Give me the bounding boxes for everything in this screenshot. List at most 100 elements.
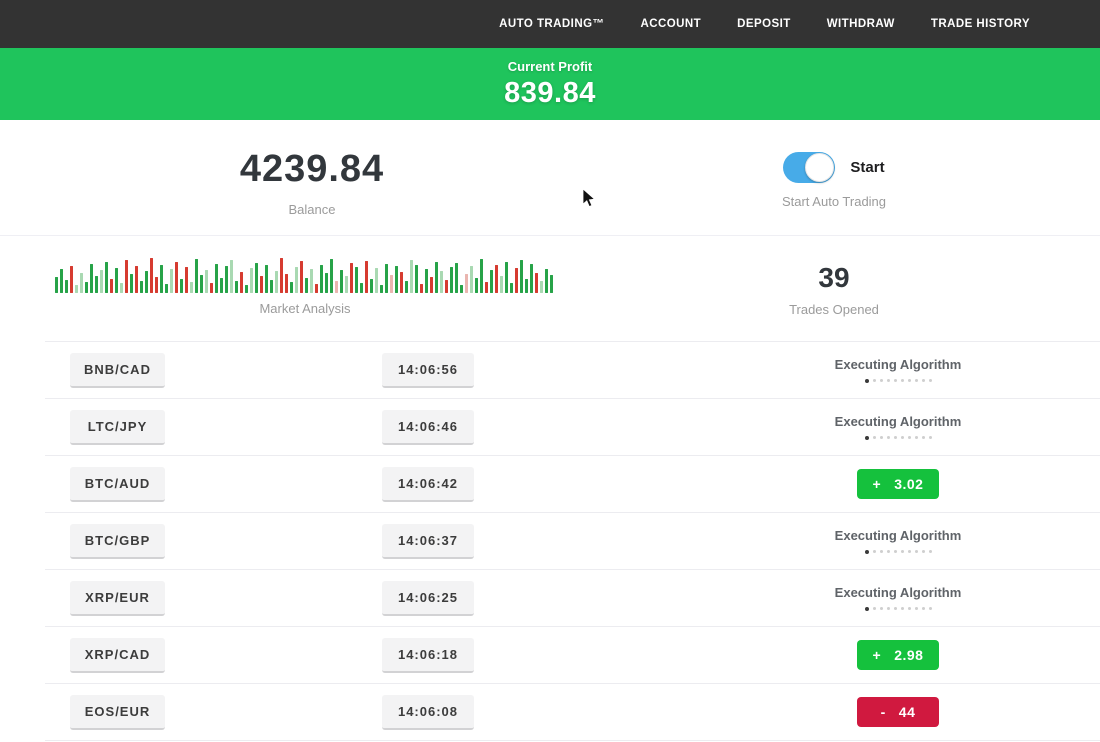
progress-dot — [893, 436, 897, 440]
badge-amount: 44 — [898, 704, 916, 720]
market-bar — [310, 269, 313, 293]
market-bar — [415, 265, 418, 293]
toggle-knob — [805, 153, 835, 182]
current-profit-banner: Current Profit 839.84 — [0, 48, 1100, 120]
start-toggle-label: Start — [850, 159, 885, 176]
market-bar — [135, 266, 138, 293]
progress-dot — [893, 607, 897, 611]
market-bar — [450, 267, 453, 293]
market-bar — [175, 262, 178, 293]
market-bar — [405, 281, 408, 293]
trade-row: BNB/CAD 14:06:56 Executing Algorithm — [45, 341, 1100, 398]
trade-status-cell: +3.02 — [498, 469, 1100, 499]
progress-dot — [928, 436, 932, 440]
market-bar — [410, 260, 413, 293]
trade-time-chip[interactable]: 14:06:18 — [382, 637, 474, 673]
market-bar — [480, 259, 483, 293]
trade-time-chip[interactable]: 14:06:46 — [382, 409, 474, 445]
progress-dot — [872, 607, 876, 611]
market-bar — [125, 260, 128, 293]
market-bar — [520, 260, 523, 293]
trade-time-chip[interactable]: 14:06:56 — [382, 352, 474, 388]
market-bar — [420, 284, 423, 293]
trade-time-chip[interactable]: 14:06:25 — [382, 580, 474, 616]
trades-list: BNB/CAD 14:06:56 Executing Algorithm LTC/JP… — [45, 341, 1100, 741]
progress-dot — [879, 607, 883, 611]
market-bar — [140, 281, 143, 293]
nav-deposit[interactable]: DEPOSIT — [737, 18, 791, 30]
profit-badge: +2.98 — [857, 640, 939, 670]
market-bar — [245, 285, 248, 293]
progress-dot — [886, 607, 890, 611]
market-bar — [75, 285, 78, 293]
market-bar — [545, 269, 548, 293]
market-bar — [435, 262, 438, 293]
market-bar — [170, 269, 173, 293]
market-bar — [305, 278, 308, 293]
market-bar — [210, 283, 213, 293]
progress-dot — [872, 550, 876, 554]
nav-account[interactable]: ACCOUNT — [640, 18, 702, 30]
trade-time-chip[interactable]: 14:06:42 — [382, 466, 474, 502]
badge-amount: 3.02 — [894, 476, 924, 492]
pair-chip[interactable]: BNB/CAD — [70, 352, 165, 388]
trade-row: LTC/JPY 14:06:46 Executing Algorithm — [45, 398, 1100, 455]
market-bar — [350, 263, 353, 293]
market-bar — [455, 263, 458, 293]
pair-chip[interactable]: BTC/AUD — [70, 466, 165, 502]
nav-withdraw[interactable]: WITHDRAW — [826, 18, 895, 30]
progress-dot — [900, 436, 904, 440]
progress-dot — [907, 436, 911, 440]
badge-sign: - — [880, 704, 886, 720]
trades-opened-label: Trades Opened — [789, 302, 879, 317]
market-bar — [205, 270, 208, 293]
market-bar — [400, 272, 403, 293]
trade-status-cell: -44 — [498, 697, 1100, 727]
profit-badge: +3.02 — [857, 469, 939, 499]
market-bar — [90, 264, 93, 293]
market-bar — [345, 276, 348, 293]
pair-chip[interactable]: BTC/GBP — [70, 523, 165, 559]
market-bar — [115, 268, 118, 293]
progress-dot — [914, 550, 918, 554]
current-profit-value: 839.84 — [504, 76, 596, 109]
progress-dot — [893, 379, 897, 383]
auto-trading-block: Start Start Auto Trading — [624, 148, 1100, 235]
market-bar — [80, 273, 83, 293]
progress-dot — [914, 607, 918, 611]
progress-dot — [864, 549, 869, 554]
badge-amount: 2.98 — [894, 647, 924, 663]
pair-chip[interactable]: EOS/EUR — [70, 694, 165, 730]
trade-time-chip[interactable]: 14:06:37 — [382, 523, 474, 559]
progress-dot — [921, 607, 925, 611]
pair-chip[interactable]: XRP/EUR — [70, 580, 165, 616]
trade-time-chip[interactable]: 14:06:08 — [382, 694, 474, 730]
market-bar — [355, 267, 358, 293]
trade-row: XRP/CAD 14:06:18 +2.98 — [45, 626, 1100, 683]
market-bar — [165, 284, 168, 293]
executing-algorithm-label: Executing Algorithm — [834, 585, 962, 601]
progress-dot — [928, 607, 932, 611]
market-bar — [70, 266, 73, 293]
market-bar — [180, 279, 183, 293]
pair-chip[interactable]: LTC/JPY — [70, 409, 165, 445]
trades-opened-value: 39 — [818, 262, 850, 293]
trade-status-cell: Executing Algorithm — [498, 357, 1100, 383]
market-section: Market Analysis 39 Trades Opened — [0, 235, 1100, 341]
progress-dot — [900, 550, 904, 554]
market-analysis-block: Market Analysis — [0, 256, 624, 341]
trade-row: EOS/EUR 14:06:08 -44 — [45, 683, 1100, 740]
start-auto-trading-toggle[interactable] — [783, 152, 836, 183]
executing-progress-dots — [864, 378, 932, 383]
market-bar — [440, 271, 443, 293]
progress-dot — [864, 378, 869, 383]
nav-trade-history[interactable]: TRADE HISTORY — [930, 18, 1030, 30]
progress-dot — [872, 379, 876, 383]
trade-status-cell: Executing Algorithm — [498, 414, 1100, 440]
pair-chip[interactable]: XRP/CAD — [70, 637, 165, 673]
top-nav: AUTO TRADING™ ACCOUNT DEPOSIT WITHDRAW T… — [0, 0, 1100, 48]
market-bar — [525, 279, 528, 293]
trade-status-cell: +2.98 — [498, 640, 1100, 670]
market-bar — [370, 279, 373, 293]
nav-auto-trading[interactable]: AUTO TRADING™ — [499, 18, 605, 30]
